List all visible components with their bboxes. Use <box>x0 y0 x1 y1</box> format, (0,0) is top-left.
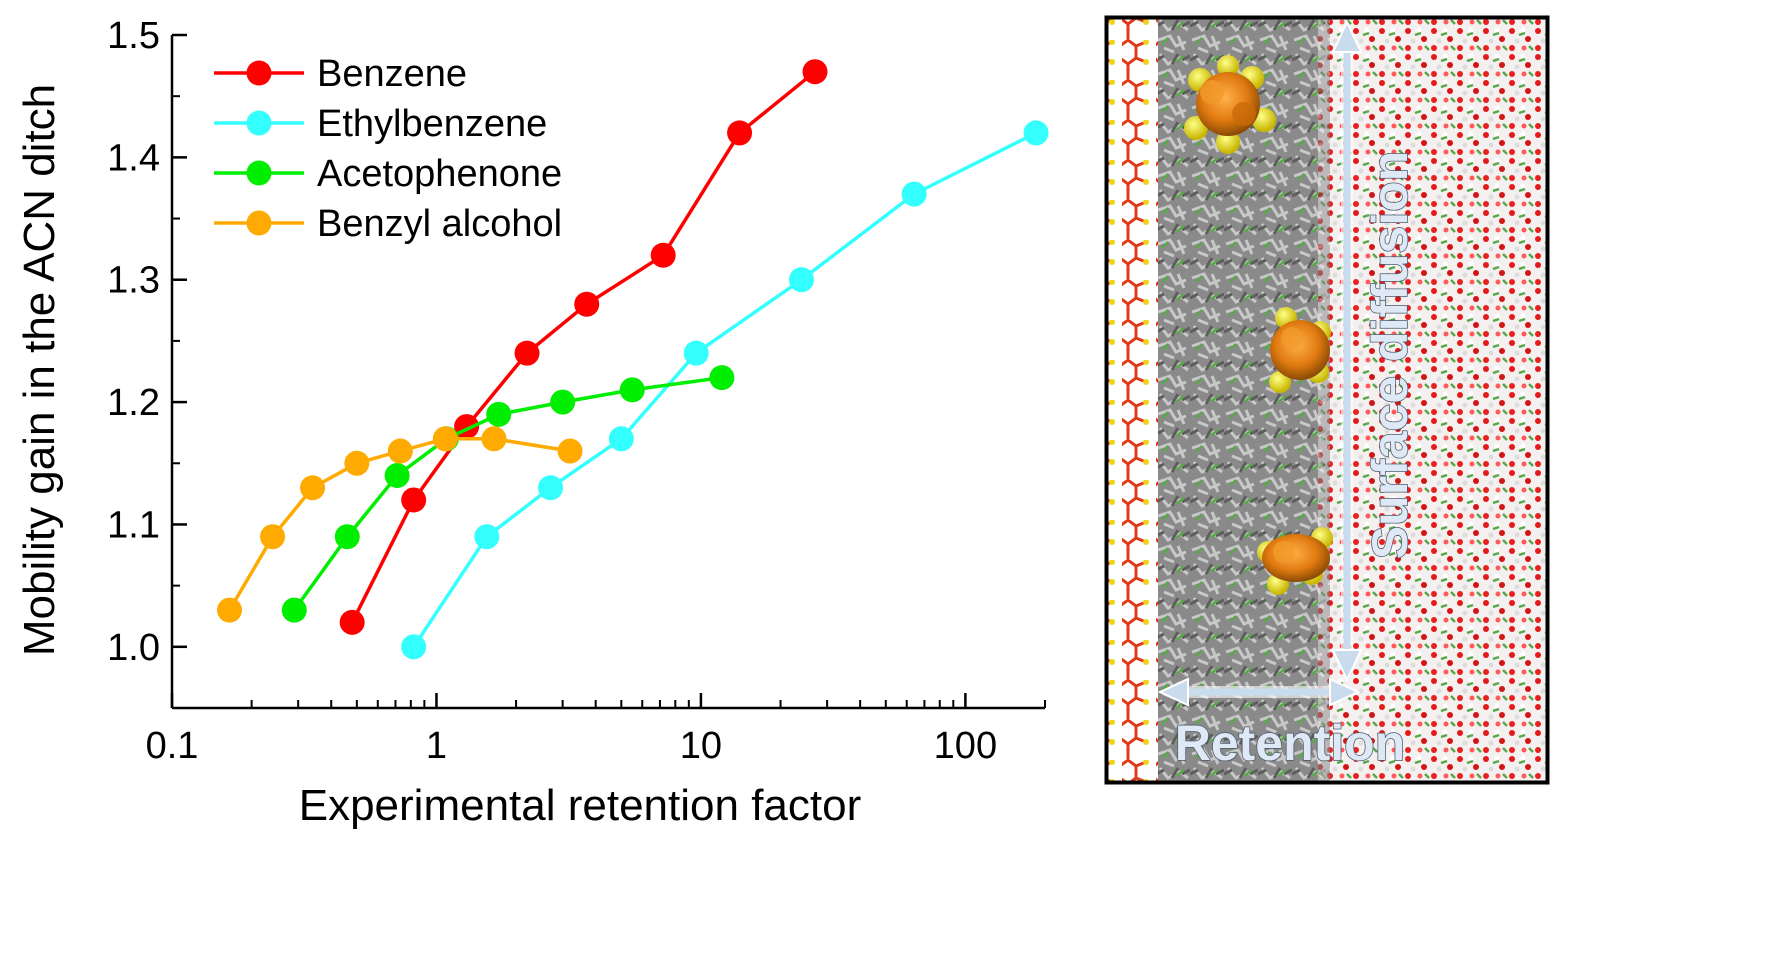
interface-blend <box>1300 19 1330 781</box>
data-point <box>384 463 410 489</box>
series-layer <box>217 59 1049 660</box>
data-point <box>557 438 583 464</box>
data-point <box>344 450 370 476</box>
y-tick-label: 1.0 <box>107 627 160 669</box>
x-tick-label: 0.1 <box>146 725 199 767</box>
retention-arrow <box>1157 677 1361 707</box>
axes: 0.1 1 10 100 1.0 1.1 1.2 1.3 1.4 1.5 <box>107 15 1046 767</box>
legend-marker <box>246 110 272 136</box>
series-acetophenone <box>281 365 735 623</box>
data-point <box>514 340 540 366</box>
data-point <box>788 267 814 293</box>
legend-entry: Ethylbenzene <box>214 103 547 145</box>
data-point <box>217 597 243 623</box>
x-axis-title: Experimental retention factor <box>299 781 862 830</box>
series-ethylbenzene <box>401 120 1049 660</box>
analyte-molecule <box>1184 55 1276 154</box>
simulation-inset: Surface diffusion Retention <box>1104 15 1550 785</box>
data-point <box>650 242 676 268</box>
data-point <box>481 426 507 452</box>
data-point <box>683 340 709 366</box>
data-point <box>538 475 564 501</box>
data-point <box>486 401 512 427</box>
y-tick-label: 1.2 <box>107 382 160 424</box>
data-point <box>574 291 600 317</box>
legend-label: Acetophenone <box>317 153 562 195</box>
data-point <box>608 426 634 452</box>
legend: Benzene Ethylbenzene Acetophenone Benzyl al… <box>214 53 562 245</box>
x-tick-label: 1 <box>426 725 447 767</box>
series-benzene <box>339 59 828 635</box>
data-point <box>260 524 286 550</box>
legend-entry: Acetophenone <box>214 153 562 195</box>
plot-area: 0.1 1 10 100 1.0 1.1 1.2 1.3 1.4 1.5 Benzene Ethyl… <box>107 15 1049 767</box>
y-axis-title: Mobility gain in the ACN ditch <box>15 84 64 656</box>
data-point <box>709 365 735 391</box>
analyte-molecule <box>1269 307 1331 393</box>
data-point <box>281 597 307 623</box>
x-tick-label: 100 <box>934 725 997 767</box>
y-tick-label: 1.5 <box>107 15 160 57</box>
retention-label: Retention <box>1175 715 1406 771</box>
data-point <box>432 426 458 452</box>
data-point <box>401 487 427 513</box>
analyte-molecule <box>1257 527 1333 595</box>
x-tick-label: 10 <box>680 725 722 767</box>
series-benzyl-alcohol <box>217 426 583 623</box>
y-tick-label: 1.1 <box>107 504 160 546</box>
legend-label: Benzene <box>317 53 467 95</box>
surface-diffusion-label: Surface diffusion <box>1362 151 1418 559</box>
data-point <box>901 181 927 207</box>
data-point <box>300 475 326 501</box>
surface-diffusion-arrow <box>1331 19 1363 683</box>
legend-marker <box>246 60 272 86</box>
y-tick-label: 1.3 <box>107 260 160 302</box>
data-point <box>334 524 360 550</box>
legend-label: Ethylbenzene <box>317 103 547 145</box>
legend-marker <box>246 160 272 186</box>
data-point <box>619 377 645 403</box>
y-tick-label: 1.4 <box>107 137 160 179</box>
data-point <box>1023 120 1049 146</box>
series-line <box>350 70 817 624</box>
data-point <box>339 609 365 635</box>
data-point <box>474 524 500 550</box>
data-point <box>802 59 828 85</box>
silica-wall-region <box>1108 19 1158 781</box>
data-point <box>727 120 753 146</box>
legend-label: Benzyl alcohol <box>317 203 562 245</box>
data-point <box>550 389 576 415</box>
legend-entry: Benzyl alcohol <box>214 203 562 245</box>
data-point <box>401 634 427 660</box>
data-point <box>387 438 413 464</box>
series-line <box>412 131 1037 648</box>
inset-border <box>1104 15 1550 785</box>
legend-entry: Benzene <box>214 53 467 95</box>
legend-marker <box>246 210 272 236</box>
